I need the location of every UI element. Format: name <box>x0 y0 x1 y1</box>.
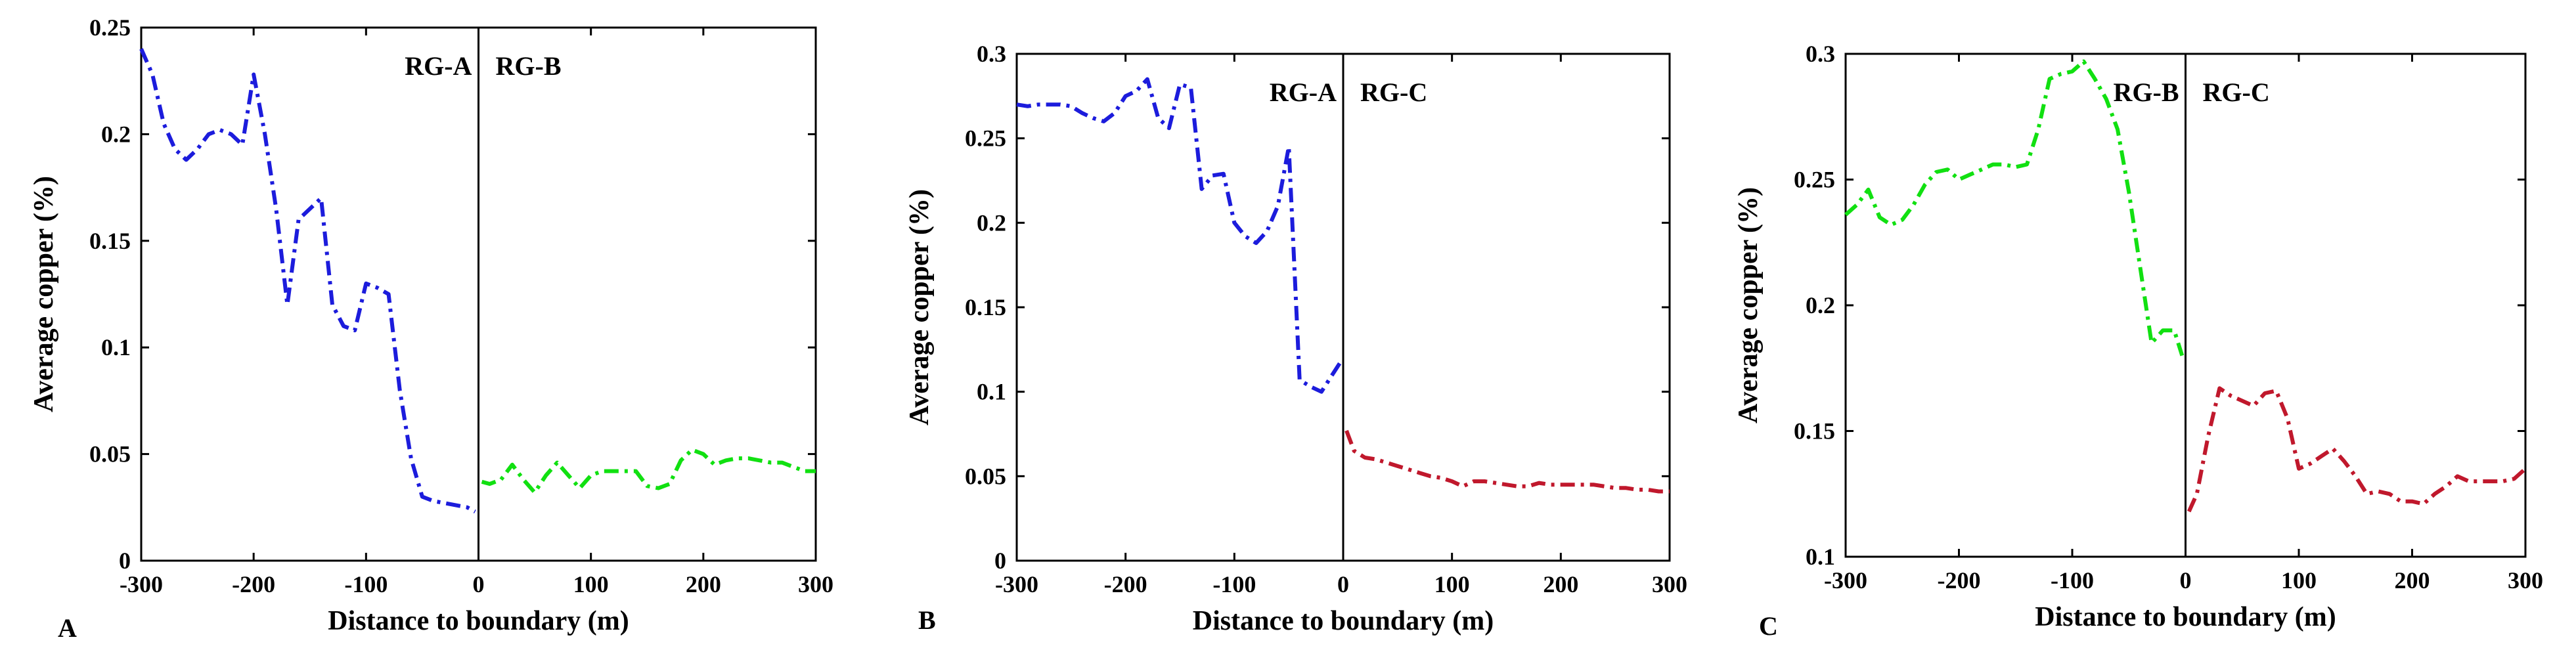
x-tick-label: -100 <box>2051 567 2094 593</box>
x-tick-label: 0 <box>473 571 485 597</box>
panel-label: A <box>58 613 77 643</box>
chart-panel-c: -300 -200 -100 0 100 200 300 0.1 0.15 0.2 0.25 0.3 R… <box>1733 41 2543 641</box>
y-tick-label: 0.2 <box>977 209 1006 236</box>
y-tick-label: 0 <box>994 548 1006 574</box>
panel-label: C <box>1759 611 1778 641</box>
x-tick-label: -200 <box>232 571 275 597</box>
x-axis-title: Distance to boundary (m) <box>2035 602 2336 632</box>
x-tick-label: 200 <box>2395 567 2430 593</box>
x-tick-label: 100 <box>573 571 609 597</box>
x-tick-label: -200 <box>1938 567 1981 593</box>
y-axis-title: Average copper (%) <box>904 189 935 425</box>
region-label-right: RG-C <box>2203 77 2270 107</box>
region-label-right: RG-B <box>496 51 562 81</box>
y-tick-label: 0 <box>119 548 131 574</box>
series-line-rg-b <box>481 448 816 495</box>
y-tick-label: 0.25 <box>1794 167 1835 193</box>
x-tick-label: 100 <box>1434 571 1470 597</box>
y-tick-label: 0.1 <box>101 334 131 360</box>
x-axis-title: Distance to boundary (m) <box>328 606 629 636</box>
chart-panel-a: -300 -200 -100 0 100 200 300 0 0.05 0.1 0.15 0.2 0.2… <box>29 14 833 643</box>
x-tick-label: -100 <box>344 571 388 597</box>
region-label-left: RG-B <box>2114 77 2179 107</box>
y-tick-label: 0.2 <box>101 121 131 147</box>
x-tick-label: 0 <box>1337 571 1349 597</box>
y-tick-label: 0.2 <box>1806 292 1835 318</box>
x-tick-label: 300 <box>2508 567 2543 593</box>
panel-label: B <box>918 605 936 635</box>
series-line-rg-c <box>1344 429 1670 494</box>
x-tick-label: -300 <box>1824 567 1867 593</box>
y-tick-label: 0.25 <box>89 14 131 41</box>
region-label-left: RG-A <box>405 51 472 81</box>
x-tick-label: 300 <box>1652 571 1687 597</box>
y-tick-label: 0.3 <box>977 41 1006 67</box>
x-tick-label: 300 <box>798 571 833 597</box>
y-axis-title: Average copper (%) <box>29 176 59 412</box>
x-axis-title: Distance to boundary (m) <box>1193 606 1494 636</box>
x-tick-label: 200 <box>686 571 721 597</box>
x-tick-label: 0 <box>2180 567 2192 593</box>
region-label-right: RG-C <box>1360 77 1427 107</box>
y-tick-label: 0.15 <box>89 228 131 254</box>
series-line-rg-c <box>2187 386 2527 513</box>
series-line-rg-b <box>1844 59 2185 356</box>
y-tick-label: 0.1 <box>1806 544 1835 570</box>
x-tick-label: 200 <box>1543 571 1578 597</box>
y-tick-label: 0.05 <box>89 441 131 467</box>
y-tick-label: 0.3 <box>1806 41 1835 67</box>
y-tick-label: 0.05 <box>965 463 1006 489</box>
x-tick-label: -300 <box>120 571 163 597</box>
region-label-left: RG-A <box>1270 77 1337 107</box>
chart-panel-b: -300 -200 -100 0 100 200 300 0 0.05 0.1 0.15 0.2 0.2… <box>904 41 1687 636</box>
y-tick-label: 0.15 <box>1794 418 1835 444</box>
series-line-rg-a <box>139 48 476 513</box>
y-axis-title: Average copper (%) <box>1733 187 1764 423</box>
x-tick-label: -200 <box>1104 571 1147 597</box>
y-tick-label: 0.15 <box>965 294 1006 320</box>
series-line-rg-a <box>1016 77 1342 394</box>
y-tick-label: 0.25 <box>965 125 1006 152</box>
x-tick-label: -300 <box>995 571 1038 597</box>
y-tick-label: 0.1 <box>977 379 1006 405</box>
x-tick-label: -100 <box>1212 571 1256 597</box>
x-tick-label: 100 <box>2281 567 2317 593</box>
